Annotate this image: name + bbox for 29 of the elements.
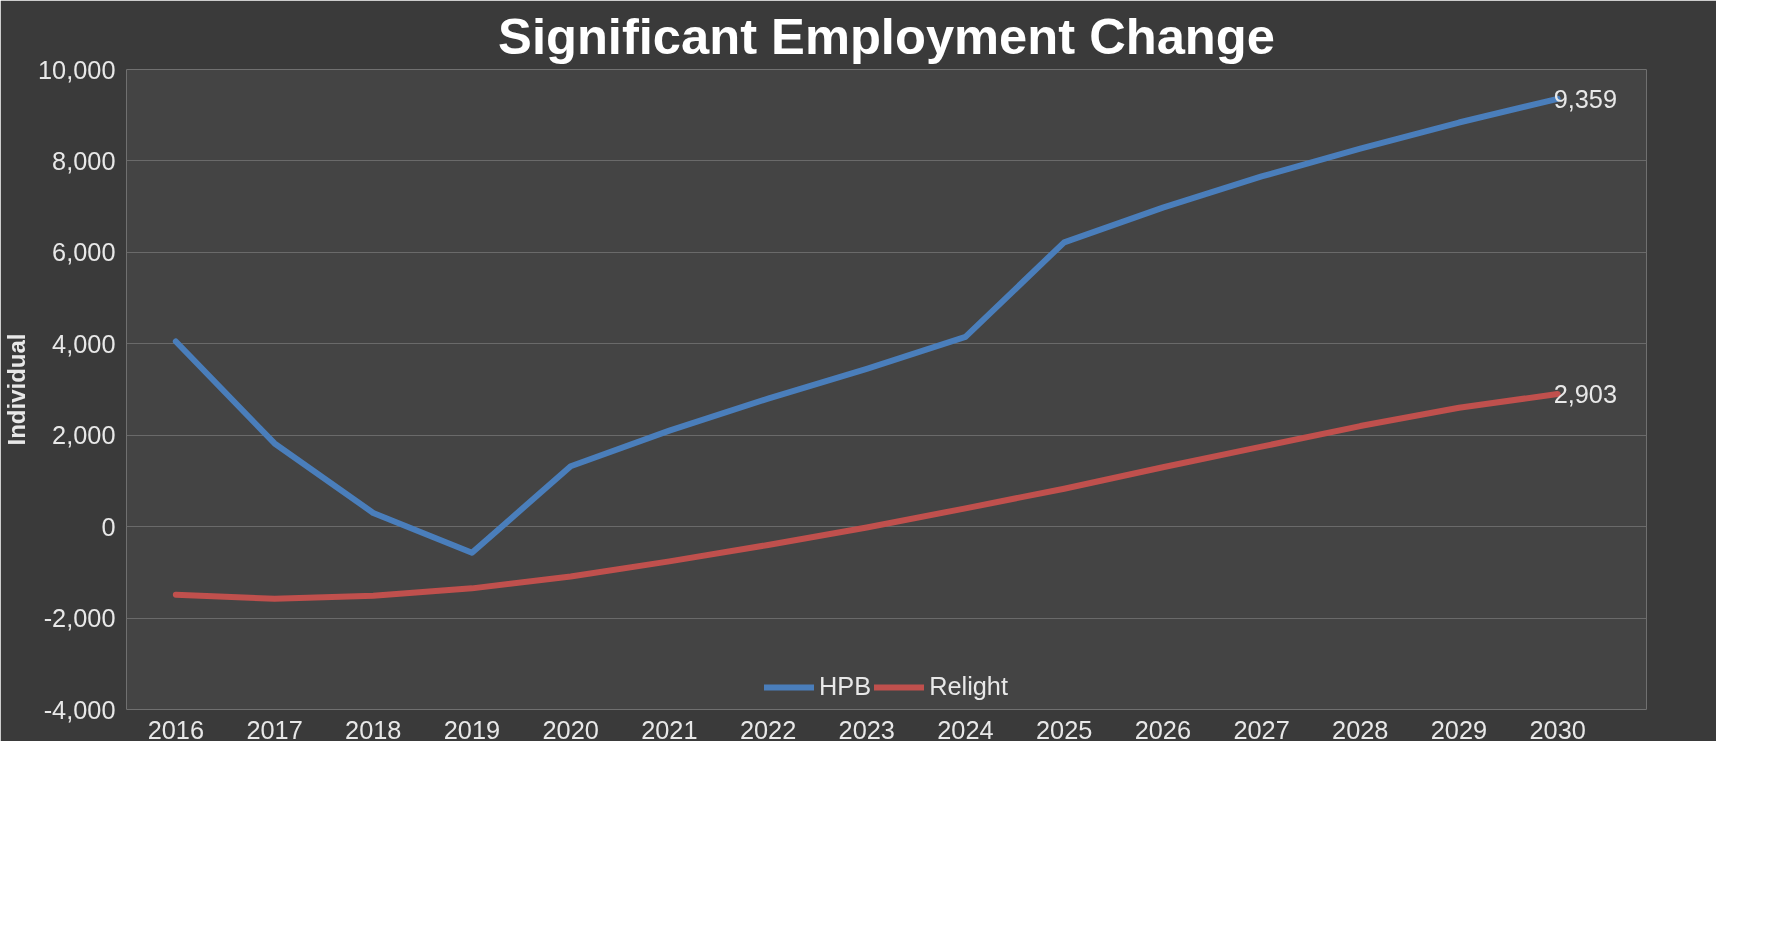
x-tick-label: 2030 — [1529, 715, 1586, 744]
x-tick-label: 2029 — [1430, 715, 1488, 744]
x-tick-label: 2021 — [641, 715, 698, 744]
x-tick-label: 2028 — [1332, 715, 1389, 744]
data-label: 9,359 — [1553, 84, 1618, 113]
x-tick-label: 2026 — [1134, 715, 1192, 744]
x-tick-label: 2018 — [345, 715, 402, 744]
y-tick-label: 4,000 — [52, 329, 116, 358]
y-tick-label: -2,000 — [43, 604, 116, 633]
y-tick-label: 10,000 — [38, 55, 116, 84]
y-tick-label: -4,000 — [43, 695, 116, 724]
x-tick-label: 2022 — [739, 715, 797, 744]
x-tick-label: 2019 — [443, 715, 501, 744]
x-tick-label: 2016 — [147, 715, 205, 744]
y-tick-label: 8,000 — [52, 146, 116, 175]
y-tick-label: 2,000 — [52, 421, 116, 450]
x-tick-label: 2027 — [1233, 715, 1290, 744]
x-tick-label: 2025 — [1035, 715, 1093, 744]
x-tick-label: 2017 — [246, 715, 303, 744]
data-label: 2,903 — [1553, 379, 1618, 408]
y-tick-label: 0 — [101, 512, 116, 541]
x-tick-label: 2024 — [937, 715, 994, 744]
x-tick-label: 2023 — [838, 715, 895, 744]
x-tick-label: 2020 — [542, 715, 599, 744]
legend-label: Relight — [929, 672, 1008, 701]
chart-title: Significant Employment Change — [498, 7, 1275, 65]
y-tick-label: 6,000 — [52, 238, 116, 267]
legend-label: HPB — [819, 672, 872, 701]
y-axis-title: Individual — [3, 333, 31, 446]
